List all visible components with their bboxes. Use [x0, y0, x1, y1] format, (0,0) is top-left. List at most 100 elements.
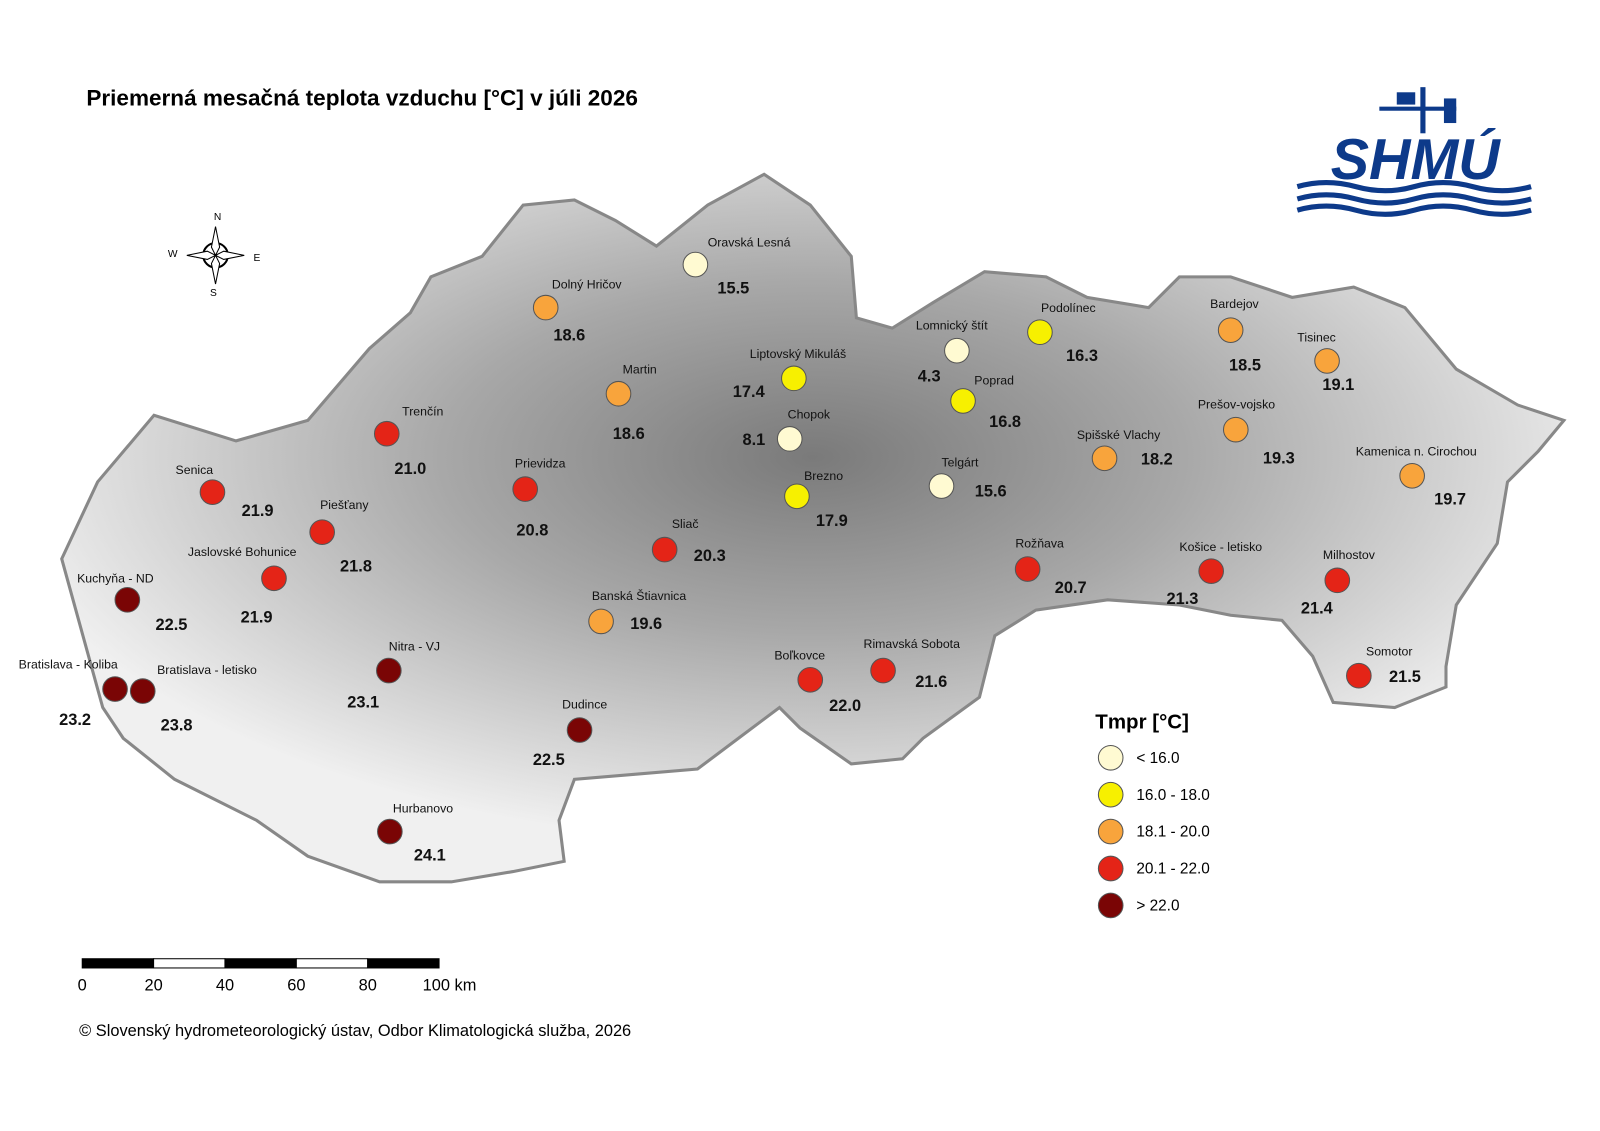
legend-swatch	[1097, 781, 1124, 808]
station-value: 22.5	[533, 751, 565, 769]
legend-label: < 16.0	[1136, 750, 1179, 767]
station-name: Oravská Lesná	[708, 235, 791, 249]
stations: Oravská Lesná 15.5 Dolný Hričov 18.6 Martin 1…	[19, 235, 1477, 864]
station-value: 20.8	[516, 521, 548, 539]
legend-title: Tmpr [°C]	[1095, 710, 1189, 733]
station-name: Košice - letisko	[1179, 540, 1262, 554]
legend-swatch	[1097, 855, 1124, 882]
station-value: 21.3	[1167, 590, 1199, 608]
station-value: 21.8	[340, 557, 372, 575]
station-name: Kamenica n. Cirochou	[1356, 444, 1477, 458]
station-marker	[1314, 348, 1340, 374]
station-value: 19.1	[1322, 376, 1354, 394]
legend-swatch	[1097, 892, 1124, 919]
station-name: Senica	[176, 463, 214, 477]
station-value: 18.6	[613, 425, 645, 443]
station-name: Dudince	[562, 698, 607, 712]
legend-label: 16.0 - 18.0	[1136, 787, 1210, 804]
station-marker	[532, 294, 559, 321]
station-marker	[566, 717, 593, 743]
scale-segment	[295, 958, 369, 969]
station-marker	[309, 519, 335, 545]
station-name: Hurbanovo	[393, 801, 453, 815]
station-marker	[1198, 558, 1224, 584]
station-value: 18.5	[1229, 356, 1261, 374]
station-marker	[1217, 317, 1244, 343]
station-value: 18.6	[553, 327, 585, 345]
station-value: 18.2	[1141, 451, 1173, 469]
station-value: 21.6	[915, 673, 947, 691]
station-name: Poprad	[974, 374, 1014, 388]
station-name: Rožňava	[1015, 537, 1064, 551]
station-marker	[376, 657, 402, 684]
station-marker	[870, 657, 896, 684]
station-marker	[1014, 556, 1041, 582]
station-name: Milhostov	[1323, 548, 1376, 562]
station-name: Martin	[623, 362, 657, 376]
logo-text: SHMÚ	[1331, 128, 1502, 192]
station-name: Boľkovce	[774, 648, 825, 662]
legend-swatch	[1097, 818, 1124, 845]
station-value: 21.9	[242, 502, 274, 520]
country-outline	[60, 172, 1567, 884]
scale-label: 80	[359, 977, 377, 995]
compass: N E S W	[168, 212, 261, 299]
station-value: 4.3	[918, 368, 941, 386]
station-name: Bratislava - letisko	[157, 663, 257, 677]
station-marker	[1324, 567, 1351, 594]
station-name: Telgárt	[942, 456, 979, 470]
station-name: Bardejov	[1210, 297, 1259, 311]
station-marker	[373, 420, 400, 447]
station-marker	[1027, 319, 1053, 346]
map-title: Priemerná mesačná teplota vzduchu [°C] v…	[86, 85, 638, 110]
station-value: 22.0	[829, 697, 861, 715]
station-marker	[651, 536, 678, 563]
legend-label: 20.1 - 22.0	[1136, 861, 1210, 878]
station-marker	[950, 388, 976, 414]
station-value: 20.7	[1055, 579, 1087, 597]
station-value: 21.9	[241, 609, 273, 627]
station-name: Kuchyňa - ND	[77, 572, 154, 586]
scale-segment	[153, 958, 226, 969]
station-value: 15.6	[975, 483, 1007, 501]
scale-bar: 0 20 40 60 80 100 km	[78, 958, 477, 995]
legend-label: > 22.0	[1136, 898, 1179, 915]
station-marker	[784, 483, 810, 510]
station-marker	[588, 608, 614, 635]
station-marker	[944, 337, 970, 364]
station-value: 19.7	[1434, 491, 1466, 509]
station-name: Banská Štiavnica	[592, 588, 686, 603]
station-name: Chopok	[788, 408, 831, 422]
scale-segment	[367, 958, 440, 969]
station-value: 21.5	[1389, 668, 1421, 686]
station-value: 17.4	[733, 383, 766, 401]
station-marker	[776, 426, 803, 452]
station-marker	[928, 473, 955, 499]
station-marker	[1091, 445, 1118, 472]
station-name: Somotor	[1366, 644, 1412, 658]
station-value: 21.0	[394, 460, 426, 478]
station-name: Tisinec	[1297, 331, 1336, 345]
scale-segment	[224, 958, 297, 969]
station-marker	[129, 678, 156, 704]
scale-label: 60	[287, 977, 305, 995]
station-name: Dolný Hričov	[552, 277, 623, 291]
scale-label: 100 km	[423, 977, 477, 995]
station-marker	[1346, 662, 1372, 689]
scale-segment	[81, 958, 155, 969]
station-marker	[1399, 462, 1425, 489]
station-value: 24.1	[414, 847, 446, 865]
station-name: Trenčín	[402, 404, 443, 418]
station-name: Bratislava - Koliba	[19, 658, 118, 672]
station-name: Jaslovské Bohunice	[188, 545, 297, 559]
scale-label: 0	[78, 977, 87, 995]
station-value: 17.9	[816, 512, 848, 530]
station-marker	[781, 365, 807, 392]
station-value: 16.3	[1066, 347, 1098, 365]
station-marker	[199, 479, 226, 506]
station-name: Piešťany	[320, 498, 369, 512]
compass-e: E	[253, 253, 260, 264]
station-value: 19.3	[1263, 450, 1295, 468]
station-marker	[102, 676, 128, 702]
